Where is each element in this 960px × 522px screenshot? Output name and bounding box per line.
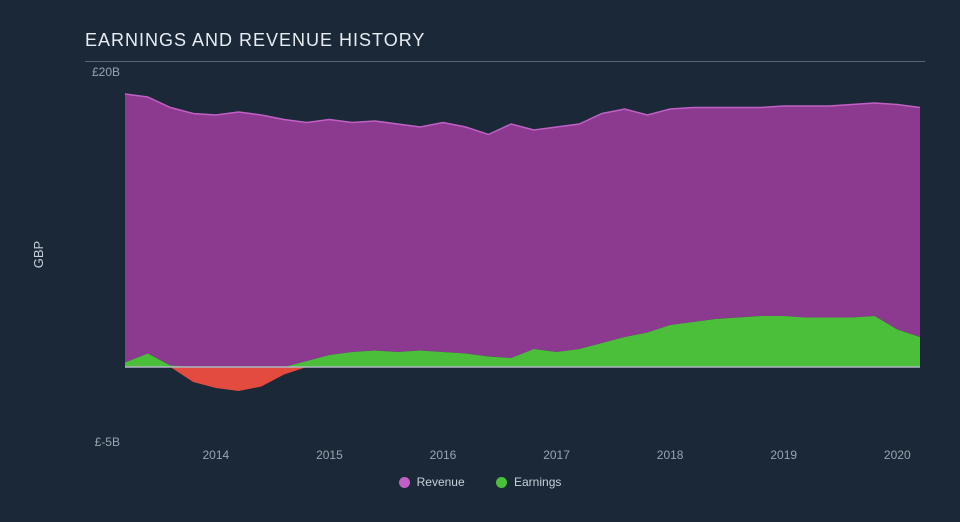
legend-label-earnings: Earnings: [514, 475, 561, 489]
legend-label-revenue: Revenue: [417, 475, 465, 489]
chart-title: EARNINGS AND REVENUE HISTORY: [85, 30, 925, 62]
legend-swatch-revenue: [399, 477, 410, 488]
x-tick-label: 2020: [884, 448, 911, 462]
chart-container: EARNINGS AND REVENUE HISTORY GBP £20B £-…: [0, 0, 960, 522]
x-tick-label: 2015: [316, 448, 343, 462]
legend-item-earnings: Earnings: [496, 475, 561, 489]
x-tick-label: 2016: [430, 448, 457, 462]
legend: Revenue Earnings: [30, 467, 930, 491]
x-tick-label: 2019: [770, 448, 797, 462]
area-chart-svg: [30, 67, 930, 467]
legend-item-revenue: Revenue: [399, 475, 465, 489]
x-tick-label: 2017: [543, 448, 570, 462]
legend-swatch-earnings: [496, 477, 507, 488]
x-tick-label: 2014: [202, 448, 229, 462]
plot-area: GBP £20B £-5B 20142015201620172018201920…: [30, 67, 930, 467]
x-tick-label: 2018: [657, 448, 684, 462]
